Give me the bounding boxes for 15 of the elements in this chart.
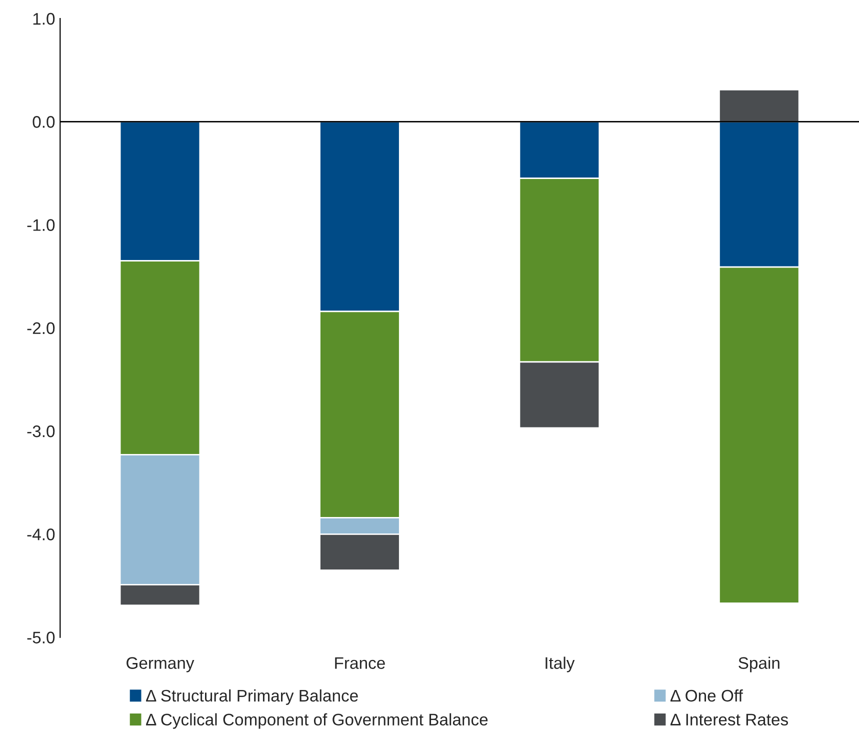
legend-label: Δ Structural Primary Balance xyxy=(146,689,358,705)
x-tick-label: Germany xyxy=(126,657,194,672)
y-tick-label: -2.0 xyxy=(27,322,55,334)
y-tick-label: -1.0 xyxy=(27,219,55,231)
legend-label: Δ Cyclical Component of Government Balance xyxy=(146,713,488,729)
x-tick-label: France xyxy=(335,657,385,669)
y-tick-label: 1.0 xyxy=(33,12,55,25)
y-tick-label: -4.0 xyxy=(27,528,55,540)
legend-label: Δ One Off xyxy=(670,689,743,702)
y-tick-label: -3.0 xyxy=(27,425,55,438)
x-tick-label: Italy xyxy=(546,656,575,672)
legend-label: Δ Interest Rates xyxy=(670,714,788,726)
x-tick-label: Spain xyxy=(738,656,780,672)
y-tick-label: 0.0 xyxy=(32,116,55,128)
y-tick-label: -5.0 xyxy=(27,632,55,644)
